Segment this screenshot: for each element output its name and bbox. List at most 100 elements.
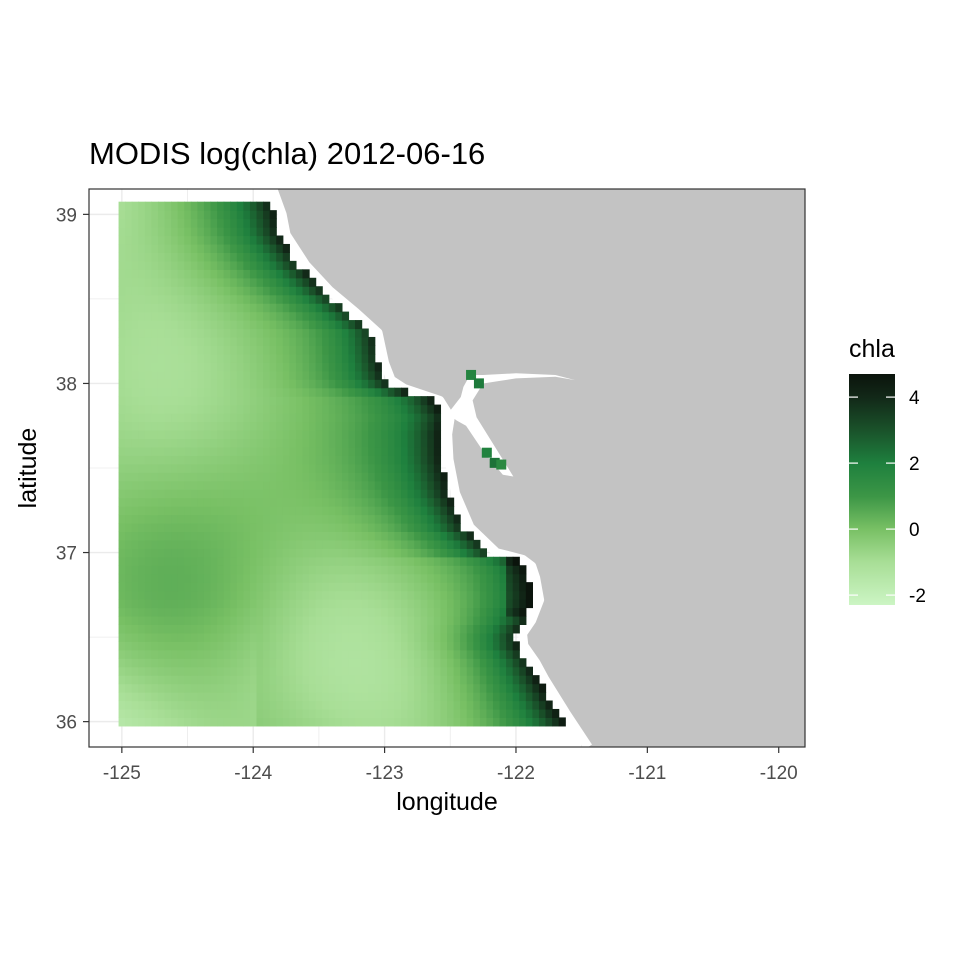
chla-cell	[217, 633, 224, 642]
chla-cell	[289, 701, 296, 710]
chla-cell	[486, 608, 493, 617]
chla-cell	[165, 455, 172, 464]
chla-cell	[289, 396, 296, 405]
chla-cell	[394, 455, 401, 464]
chla-cell	[316, 312, 323, 321]
chla-cell	[158, 548, 165, 557]
chla-cell	[368, 464, 375, 473]
chla-cell	[119, 278, 126, 287]
chla-cell	[316, 413, 323, 422]
chla-cell	[211, 362, 218, 371]
chla-cell	[500, 624, 507, 633]
chla-cell	[296, 286, 303, 295]
chla-cell	[276, 379, 283, 388]
chla-cell	[197, 388, 204, 397]
chla-cell	[119, 219, 126, 228]
chla-cell	[467, 624, 474, 633]
chla-cell	[165, 269, 172, 278]
chla-cell	[184, 303, 191, 312]
chla-cell	[224, 717, 231, 726]
legend-title: chla	[849, 335, 895, 363]
chla-cell	[309, 422, 316, 431]
chla-cell	[283, 303, 290, 312]
chla-cell	[316, 591, 323, 600]
chla-cell	[125, 481, 132, 490]
chla-cell	[309, 337, 316, 346]
chla-cell	[342, 405, 349, 414]
chla-cell	[401, 599, 408, 608]
chla-cell	[440, 641, 447, 650]
chla-cell	[191, 641, 198, 650]
chla-cell	[375, 717, 382, 726]
bay-chla-cell	[474, 378, 484, 388]
chla-cell	[119, 557, 126, 566]
chla-cell	[342, 362, 349, 371]
chla-cell	[184, 455, 191, 464]
chla-cell	[447, 515, 454, 524]
chla-cell	[283, 405, 290, 414]
chla-cell	[145, 430, 152, 439]
chla-cell	[184, 202, 191, 211]
chla-cell	[243, 650, 250, 659]
chla-cell	[165, 481, 172, 490]
chla-cell	[355, 354, 362, 363]
chla-cell	[119, 641, 126, 650]
chla-cell	[211, 388, 218, 397]
chla-cell	[368, 692, 375, 701]
chla-cell	[165, 219, 172, 228]
chla-cell	[237, 219, 244, 228]
chla-cell	[375, 388, 382, 397]
chla-cell	[375, 684, 382, 693]
chla-cell	[138, 548, 145, 557]
chla-cell	[243, 464, 250, 473]
chla-cell	[151, 227, 158, 236]
chla-cell	[165, 430, 172, 439]
chla-cell	[125, 506, 132, 515]
chla-cell	[500, 616, 507, 625]
chla-cell	[197, 565, 204, 574]
chla-cell	[217, 498, 224, 507]
chla-cell	[204, 489, 211, 498]
chla-cell	[309, 286, 316, 295]
chla-cell	[506, 557, 513, 566]
chla-cell	[342, 608, 349, 617]
chla-cell	[493, 557, 500, 566]
chla-cell	[132, 261, 139, 270]
chla-cell	[421, 396, 428, 405]
chla-cell	[414, 591, 421, 600]
chla-cell	[270, 210, 277, 219]
x-tick-label: -121	[628, 763, 666, 784]
chla-cell	[362, 371, 369, 380]
chla-cell	[237, 641, 244, 650]
chla-cell	[381, 565, 388, 574]
chla-cell	[467, 701, 474, 710]
chla-cell	[513, 701, 520, 710]
chla-cell	[335, 599, 342, 608]
chla-cell	[539, 701, 546, 710]
chla-cell	[296, 599, 303, 608]
chla-cell	[217, 252, 224, 261]
chla-cell	[342, 481, 349, 490]
chla-cell	[454, 658, 461, 667]
chla-cell	[230, 557, 237, 566]
chla-cell	[309, 396, 316, 405]
chla-cell	[178, 455, 185, 464]
chla-cell	[368, 362, 375, 371]
chla-cell	[237, 303, 244, 312]
chla-cell	[276, 599, 283, 608]
chla-cell	[289, 650, 296, 659]
chla-cell	[171, 447, 178, 456]
chla-cell	[178, 405, 185, 414]
chla-cell	[151, 540, 158, 549]
chla-cell	[467, 675, 474, 684]
chla-cell	[309, 641, 316, 650]
chla-cell	[119, 658, 126, 667]
chla-cell	[263, 447, 270, 456]
chla-cell	[204, 312, 211, 321]
chla-cell	[138, 616, 145, 625]
chla-cell	[388, 633, 395, 642]
chla-cell	[506, 709, 513, 718]
chla-cell	[302, 269, 309, 278]
chla-cell	[414, 455, 421, 464]
chla-cell	[243, 658, 250, 667]
